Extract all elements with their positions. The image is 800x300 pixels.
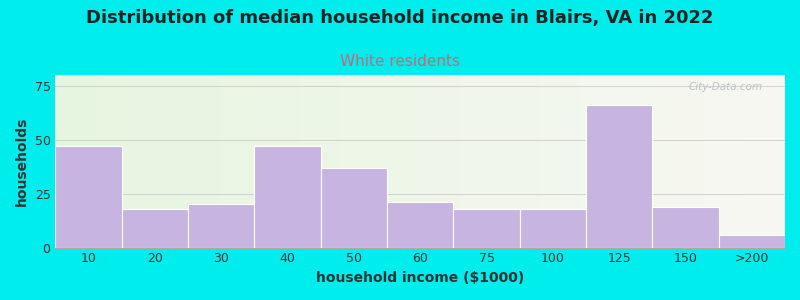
Text: City-Data.com: City-Data.com xyxy=(689,82,763,92)
Bar xyxy=(454,209,520,248)
Bar xyxy=(387,202,454,248)
Bar xyxy=(586,105,652,248)
Bar xyxy=(652,207,718,248)
Text: Distribution of median household income in Blairs, VA in 2022: Distribution of median household income … xyxy=(86,9,714,27)
Bar xyxy=(321,168,387,248)
X-axis label: household income ($1000): household income ($1000) xyxy=(316,271,524,285)
Bar xyxy=(188,204,254,248)
Bar xyxy=(122,209,188,248)
Bar xyxy=(254,146,321,248)
Y-axis label: households: households xyxy=(15,117,29,206)
Text: White residents: White residents xyxy=(340,54,460,69)
Bar xyxy=(520,209,586,248)
Bar xyxy=(55,146,122,248)
Bar xyxy=(718,235,785,248)
